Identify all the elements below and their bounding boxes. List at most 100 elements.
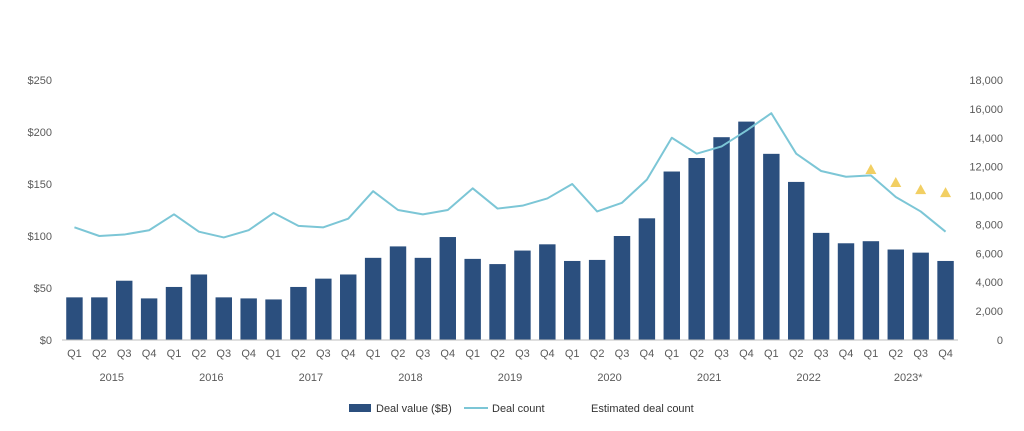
x-axis: Q1 Q2 Q3 Q4 Q1 Q2 Q3 Q4 Q1 Q2 Q3 Q4 Q1 Q2 Q3 Q4 Q1 Q2 Q3 Q4… [62, 340, 958, 384]
legend-swatch-deal-value [349, 404, 371, 412]
x-axis-year-label: 2022 [796, 372, 820, 384]
deal-value-bar [614, 236, 630, 340]
deal-value-bar [639, 218, 655, 340]
left-axis-tick-label: $0 [40, 335, 52, 347]
right-axis-tick-label: 12,000 [969, 162, 1003, 174]
x-axis-quarter-label: Q4 [241, 348, 256, 360]
deal-value-bar [564, 261, 580, 340]
deal-value-bar [91, 297, 107, 340]
x-axis-quarter-label: Q4 [341, 348, 356, 360]
deal-value-bar [514, 251, 530, 340]
deal-value-bar [937, 261, 953, 340]
right-y-axis: 02,0004,0006,0008,00010,00012,00014,0001… [969, 75, 1003, 347]
x-axis-quarter-label: Q1 [266, 348, 281, 360]
x-axis-quarter-label: Q1 [565, 348, 580, 360]
deal-value-bar [539, 244, 555, 340]
x-axis-quarter-label: Q4 [440, 348, 455, 360]
deal-value-bar [440, 237, 456, 340]
x-axis-quarter-label: Q1 [664, 348, 679, 360]
deal-value-bar [166, 287, 182, 340]
x-axis-quarter-label: Q4 [938, 348, 953, 360]
x-axis-quarter-label: Q2 [789, 348, 804, 360]
right-axis-tick-label: 8,000 [975, 219, 1003, 231]
x-axis-quarter-label: Q3 [316, 348, 331, 360]
right-axis-tick-label: 18,000 [969, 75, 1003, 87]
right-axis-tick-label: 14,000 [969, 133, 1003, 145]
left-axis-tick-label: $100 [28, 231, 52, 243]
x-axis-quarter-label: Q4 [640, 348, 655, 360]
estimated-deal-count-marker [865, 164, 876, 174]
right-axis-tick-label: 0 [997, 335, 1003, 347]
x-axis-year-label: 2020 [597, 372, 621, 384]
x-axis-year-label: 2016 [199, 372, 223, 384]
legend: Deal value ($B) Deal count Estimated deal … [349, 403, 694, 415]
deal-value-bar [216, 297, 232, 340]
left-axis-tick-label: $250 [28, 75, 52, 87]
legend-label-deal-count: Deal count [492, 403, 545, 415]
x-axis-year-label: 2015 [100, 372, 124, 384]
right-axis-tick-label: 2,000 [975, 306, 1003, 318]
deal-count-line [74, 113, 945, 237]
legend-label-deal-value: Deal value ($B) [376, 403, 452, 415]
estimated-deal-count-marker [915, 184, 926, 194]
x-axis-quarter-label: Q1 [764, 348, 779, 360]
deal-value-bar [315, 279, 331, 340]
deal-value-bar [290, 287, 306, 340]
x-axis-quarter-label: Q1 [167, 348, 182, 360]
x-axis-quarter-label: Q2 [490, 348, 505, 360]
deal-value-bar [390, 246, 406, 340]
deal-value-bar [888, 250, 904, 340]
deal-value-bar [191, 274, 207, 340]
deal-value-bar [66, 297, 82, 340]
left-axis-tick-label: $150 [28, 179, 52, 191]
x-axis-year-label: 2023* [894, 372, 923, 384]
x-axis-quarter-label: Q3 [416, 348, 431, 360]
x-axis-year-label: 2018 [398, 372, 422, 384]
x-axis-quarter-label: Q2 [888, 348, 903, 360]
right-axis-tick-label: 10,000 [969, 191, 1003, 203]
deal-value-bar [415, 258, 431, 340]
deal-value-bar [116, 281, 132, 340]
deal-value-bar [763, 154, 779, 340]
x-axis-quarter-label: Q1 [67, 348, 82, 360]
x-axis-quarter-label: Q3 [515, 348, 530, 360]
left-axis-tick-label: $200 [28, 127, 52, 139]
deal-value-bar [589, 260, 605, 340]
x-axis-year-label: 2021 [697, 372, 721, 384]
x-axis-quarter-label: Q2 [590, 348, 605, 360]
x-axis-quarter-label: Q4 [839, 348, 854, 360]
estimated-deal-count-marker [940, 187, 951, 197]
x-axis-quarter-label: Q3 [216, 348, 231, 360]
x-axis-quarter-label: Q2 [92, 348, 107, 360]
x-axis-quarter-label: Q4 [739, 348, 754, 360]
deal-value-bar [838, 243, 854, 340]
x-axis-quarter-label: Q1 [465, 348, 480, 360]
x-axis-year-label: 2017 [299, 372, 323, 384]
deal-value-bar [365, 258, 381, 340]
x-axis-quarter-label: Q3 [714, 348, 729, 360]
deal-value-bar [713, 137, 729, 340]
legend-label-estimated-deal-count: Estimated deal count [591, 403, 694, 415]
deal-count-line-group [74, 113, 945, 237]
x-axis-quarter-label: Q4 [540, 348, 555, 360]
deal-value-bar [464, 259, 480, 340]
x-axis-quarter-label: Q2 [689, 348, 704, 360]
x-axis-quarter-label: Q3 [913, 348, 928, 360]
deal-value-bar [813, 233, 829, 340]
x-axis-quarter-label: Q3 [615, 348, 630, 360]
right-axis-tick-label: 16,000 [969, 104, 1003, 116]
deal-value-bar [738, 122, 754, 340]
x-axis-year-label: 2019 [498, 372, 522, 384]
left-axis-tick-label: $50 [34, 283, 52, 295]
x-axis-quarter-label: Q2 [192, 348, 207, 360]
right-axis-tick-label: 6,000 [975, 248, 1003, 260]
x-axis-quarter-label: Q1 [366, 348, 381, 360]
x-axis-quarter-label: Q4 [142, 348, 157, 360]
x-axis-quarter-label: Q1 [864, 348, 879, 360]
deal-value-bar [141, 298, 157, 340]
deal-value-bar [265, 299, 281, 340]
deal-value-bar [863, 241, 879, 340]
deal-value-bar [688, 158, 704, 340]
